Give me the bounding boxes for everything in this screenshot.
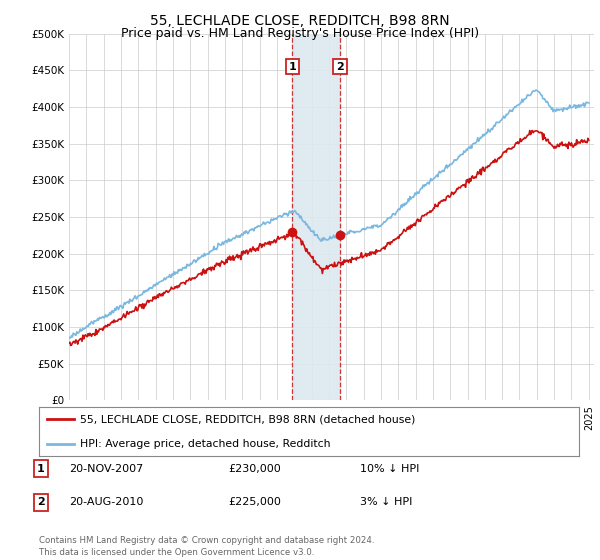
Text: 2: 2 [336,62,344,72]
Text: 2: 2 [37,497,44,507]
Text: 55, LECHLADE CLOSE, REDDITCH, B98 8RN (detached house): 55, LECHLADE CLOSE, REDDITCH, B98 8RN (d… [79,414,415,424]
Text: 20-AUG-2010: 20-AUG-2010 [69,497,143,507]
Text: £225,000: £225,000 [228,497,281,507]
Text: 1: 1 [289,62,296,72]
Bar [292,34,340,400]
Text: 55, LECHLADE CLOSE, REDDITCH, B98 8RN: 55, LECHLADE CLOSE, REDDITCH, B98 8RN [150,14,450,28]
Text: 3% ↓ HPI: 3% ↓ HPI [360,497,412,507]
Text: Contains HM Land Registry data © Crown copyright and database right 2024.
This d: Contains HM Land Registry data © Crown c… [39,536,374,557]
Text: Price paid vs. HM Land Registry's House Price Index (HPI): Price paid vs. HM Land Registry's House … [121,27,479,40]
Text: HPI: Average price, detached house, Redditch: HPI: Average price, detached house, Redd… [79,439,330,449]
Text: 20-NOV-2007: 20-NOV-2007 [69,464,143,474]
Text: 10% ↓ HPI: 10% ↓ HPI [360,464,419,474]
Text: 1: 1 [37,464,44,474]
Text: £230,000: £230,000 [228,464,281,474]
